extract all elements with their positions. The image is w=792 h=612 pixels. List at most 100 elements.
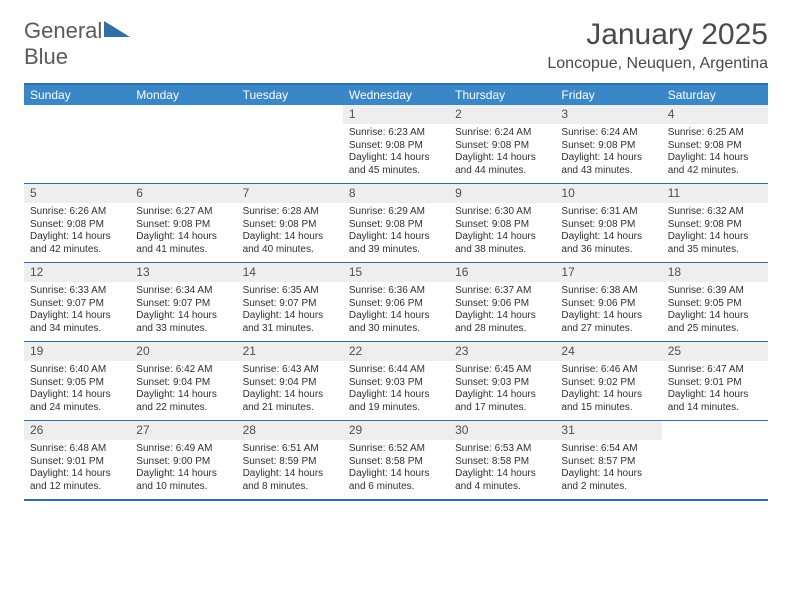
day-body: Sunrise: 6:31 AMSunset: 9:08 PMDaylight:… xyxy=(555,203,661,260)
day-number: 22 xyxy=(343,342,449,361)
day-body: Sunrise: 6:25 AMSunset: 9:08 PMDaylight:… xyxy=(662,124,768,181)
calendar: SundayMondayTuesdayWednesdayThursdayFrid… xyxy=(24,83,768,501)
daylight-text: Daylight: 14 hours and 4 minutes. xyxy=(455,468,549,493)
day-body: Sunrise: 6:48 AMSunset: 9:01 PMDaylight:… xyxy=(24,440,130,497)
sunrise-text: Sunrise: 6:42 AM xyxy=(136,364,230,377)
day-body: Sunrise: 6:36 AMSunset: 9:06 PMDaylight:… xyxy=(343,282,449,339)
day-header: Monday xyxy=(130,85,236,105)
day-number: 21 xyxy=(237,342,343,361)
day-number: 9 xyxy=(449,184,555,203)
sunset-text: Sunset: 9:08 PM xyxy=(136,219,230,232)
day-cell: 8Sunrise: 6:29 AMSunset: 9:08 PMDaylight… xyxy=(343,184,449,262)
day-body: Sunrise: 6:46 AMSunset: 9:02 PMDaylight:… xyxy=(555,361,661,418)
sunrise-text: Sunrise: 6:37 AM xyxy=(455,285,549,298)
day-body: Sunrise: 6:23 AMSunset: 9:08 PMDaylight:… xyxy=(343,124,449,181)
sunset-text: Sunset: 9:05 PM xyxy=(668,298,762,311)
day-body: Sunrise: 6:35 AMSunset: 9:07 PMDaylight:… xyxy=(237,282,343,339)
sunrise-text: Sunrise: 6:34 AM xyxy=(136,285,230,298)
daylight-text: Daylight: 14 hours and 6 minutes. xyxy=(349,468,443,493)
day-body: Sunrise: 6:52 AMSunset: 8:58 PMDaylight:… xyxy=(343,440,449,497)
day-body: Sunrise: 6:44 AMSunset: 9:03 PMDaylight:… xyxy=(343,361,449,418)
sunset-text: Sunset: 9:06 PM xyxy=(455,298,549,311)
sunrise-text: Sunrise: 6:35 AM xyxy=(243,285,337,298)
day-body: Sunrise: 6:27 AMSunset: 9:08 PMDaylight:… xyxy=(130,203,236,260)
sunrise-text: Sunrise: 6:53 AM xyxy=(455,443,549,456)
day-cell xyxy=(24,105,130,183)
daylight-text: Daylight: 14 hours and 43 minutes. xyxy=(561,152,655,177)
daylight-text: Daylight: 14 hours and 36 minutes. xyxy=(561,231,655,256)
sunset-text: Sunset: 9:07 PM xyxy=(136,298,230,311)
day-body: Sunrise: 6:39 AMSunset: 9:05 PMDaylight:… xyxy=(662,282,768,339)
day-cell: 15Sunrise: 6:36 AMSunset: 9:06 PMDayligh… xyxy=(343,263,449,341)
sunrise-text: Sunrise: 6:27 AM xyxy=(136,206,230,219)
sunset-text: Sunset: 9:03 PM xyxy=(349,377,443,390)
day-number: 18 xyxy=(662,263,768,282)
sunset-text: Sunset: 9:08 PM xyxy=(561,140,655,153)
header: General Blue January 2025 Loncopue, Neuq… xyxy=(24,18,768,73)
daylight-text: Daylight: 14 hours and 2 minutes. xyxy=(561,468,655,493)
daylight-text: Daylight: 14 hours and 40 minutes. xyxy=(243,231,337,256)
sunrise-text: Sunrise: 6:38 AM xyxy=(561,285,655,298)
sunrise-text: Sunrise: 6:36 AM xyxy=(349,285,443,298)
day-cell: 30Sunrise: 6:53 AMSunset: 8:58 PMDayligh… xyxy=(449,421,555,499)
sunset-text: Sunset: 9:08 PM xyxy=(30,219,124,232)
day-cell: 29Sunrise: 6:52 AMSunset: 8:58 PMDayligh… xyxy=(343,421,449,499)
daylight-text: Daylight: 14 hours and 12 minutes. xyxy=(30,468,124,493)
day-cell: 22Sunrise: 6:44 AMSunset: 9:03 PMDayligh… xyxy=(343,342,449,420)
sunset-text: Sunset: 9:01 PM xyxy=(30,456,124,469)
day-number: 23 xyxy=(449,342,555,361)
sunrise-text: Sunrise: 6:44 AM xyxy=(349,364,443,377)
day-body xyxy=(24,124,130,131)
daylight-text: Daylight: 14 hours and 21 minutes. xyxy=(243,389,337,414)
day-cell xyxy=(130,105,236,183)
sunrise-text: Sunrise: 6:24 AM xyxy=(561,127,655,140)
sunset-text: Sunset: 9:06 PM xyxy=(349,298,443,311)
sunset-text: Sunset: 9:04 PM xyxy=(243,377,337,390)
day-body: Sunrise: 6:34 AMSunset: 9:07 PMDaylight:… xyxy=(130,282,236,339)
day-number: 30 xyxy=(449,421,555,440)
sunset-text: Sunset: 9:07 PM xyxy=(243,298,337,311)
week-row: 19Sunrise: 6:40 AMSunset: 9:05 PMDayligh… xyxy=(24,341,768,420)
day-number: 13 xyxy=(130,263,236,282)
day-header: Friday xyxy=(555,85,661,105)
day-number: 5 xyxy=(24,184,130,203)
day-body xyxy=(130,124,236,131)
daylight-text: Daylight: 14 hours and 42 minutes. xyxy=(668,152,762,177)
daylight-text: Daylight: 14 hours and 8 minutes. xyxy=(243,468,337,493)
day-number: 20 xyxy=(130,342,236,361)
day-cell: 23Sunrise: 6:45 AMSunset: 9:03 PMDayligh… xyxy=(449,342,555,420)
sunrise-text: Sunrise: 6:31 AM xyxy=(561,206,655,219)
daylight-text: Daylight: 14 hours and 19 minutes. xyxy=(349,389,443,414)
day-cell: 10Sunrise: 6:31 AMSunset: 9:08 PMDayligh… xyxy=(555,184,661,262)
daylight-text: Daylight: 14 hours and 27 minutes. xyxy=(561,310,655,335)
sunrise-text: Sunrise: 6:47 AM xyxy=(668,364,762,377)
week-row: 26Sunrise: 6:48 AMSunset: 9:01 PMDayligh… xyxy=(24,420,768,499)
day-cell: 17Sunrise: 6:38 AMSunset: 9:06 PMDayligh… xyxy=(555,263,661,341)
weeks-container: 1Sunrise: 6:23 AMSunset: 9:08 PMDaylight… xyxy=(24,105,768,499)
day-body: Sunrise: 6:49 AMSunset: 9:00 PMDaylight:… xyxy=(130,440,236,497)
sunset-text: Sunset: 8:58 PM xyxy=(349,456,443,469)
sunset-text: Sunset: 9:08 PM xyxy=(455,219,549,232)
sunrise-text: Sunrise: 6:24 AM xyxy=(455,127,549,140)
day-cell: 26Sunrise: 6:48 AMSunset: 9:01 PMDayligh… xyxy=(24,421,130,499)
day-cell: 19Sunrise: 6:40 AMSunset: 9:05 PMDayligh… xyxy=(24,342,130,420)
day-cell: 21Sunrise: 6:43 AMSunset: 9:04 PMDayligh… xyxy=(237,342,343,420)
sunset-text: Sunset: 9:07 PM xyxy=(30,298,124,311)
day-number: 27 xyxy=(130,421,236,440)
day-number: 11 xyxy=(662,184,768,203)
day-body: Sunrise: 6:24 AMSunset: 9:08 PMDaylight:… xyxy=(449,124,555,181)
sunrise-text: Sunrise: 6:54 AM xyxy=(561,443,655,456)
daylight-text: Daylight: 14 hours and 15 minutes. xyxy=(561,389,655,414)
sunrise-text: Sunrise: 6:40 AM xyxy=(30,364,124,377)
day-cell xyxy=(237,105,343,183)
day-number: 15 xyxy=(343,263,449,282)
daylight-text: Daylight: 14 hours and 34 minutes. xyxy=(30,310,124,335)
day-number: 14 xyxy=(237,263,343,282)
day-number: 17 xyxy=(555,263,661,282)
sunrise-text: Sunrise: 6:32 AM xyxy=(668,206,762,219)
day-cell: 20Sunrise: 6:42 AMSunset: 9:04 PMDayligh… xyxy=(130,342,236,420)
sunrise-text: Sunrise: 6:30 AM xyxy=(455,206,549,219)
day-cell: 13Sunrise: 6:34 AMSunset: 9:07 PMDayligh… xyxy=(130,263,236,341)
day-body: Sunrise: 6:33 AMSunset: 9:07 PMDaylight:… xyxy=(24,282,130,339)
logo-word1: General xyxy=(24,18,102,43)
